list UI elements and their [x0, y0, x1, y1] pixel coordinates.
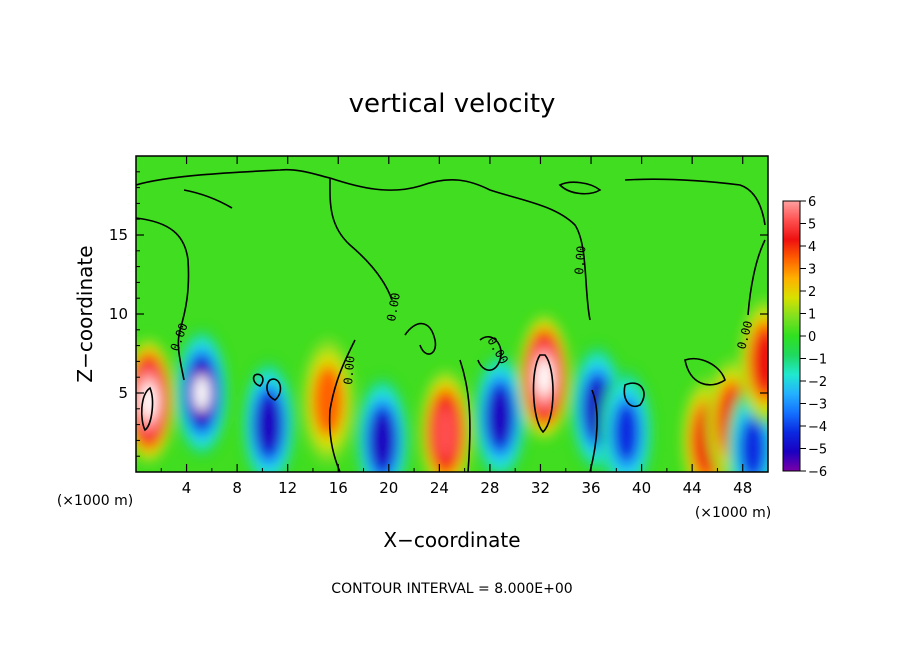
colorbar-tick-label: 1 — [808, 308, 816, 323]
colorbar-tick-label: 0 — [808, 330, 816, 345]
velocity-cell — [434, 406, 458, 459]
contour-line — [329, 177, 591, 321]
colorbar-tick-label: −2 — [808, 375, 827, 390]
velocity-cell — [613, 402, 640, 463]
colorbar-tick-label: 5 — [808, 218, 816, 233]
contour-line — [684, 358, 726, 386]
chart-title: vertical velocity — [349, 89, 556, 119]
velocity-cell — [371, 414, 394, 467]
colorbar-tick-label: −1 — [808, 353, 827, 368]
colorbar-tick-label: −6 — [808, 465, 827, 480]
y-axis-label: Z−coordinate — [73, 245, 97, 382]
velocity-cell — [740, 418, 766, 472]
y-tick-label: 5 — [118, 384, 128, 402]
x-unit-label-left: (×1000 m) — [57, 493, 133, 509]
x-axis-label: X−coordinate — [383, 528, 520, 552]
contour-line — [624, 178, 766, 226]
x-tick-label: 36 — [581, 479, 600, 497]
x-tick-label: 12 — [278, 479, 297, 497]
colorbar: 6 5 4 3 2 1 0 −1 −2 −3 −4 −5 −6 — [782, 195, 827, 480]
contour-line — [623, 382, 645, 407]
colorbar-tick-label: 4 — [808, 240, 816, 255]
contour-label: 0.00 — [384, 292, 403, 323]
x-axis: 4 8 12 16 20 24 28 32 36 40 44 48 — [160, 156, 752, 497]
x-tick-label: 4 — [182, 479, 192, 497]
y-axis: 5 10 15 — [109, 171, 768, 457]
contour-line — [266, 378, 282, 401]
colorbar-ticks: 6 5 4 3 2 1 0 −1 −2 −3 −4 −5 −6 — [800, 195, 827, 480]
x-tick-label: 16 — [329, 479, 348, 497]
colorbar-tick-label: −3 — [808, 398, 827, 413]
contour-line — [140, 386, 154, 432]
contour-line — [136, 217, 190, 381]
colorbar-tick-label: −4 — [808, 420, 827, 435]
contour-line — [477, 336, 502, 371]
plot-area: 0.00 0.00 0.00 0.00 0.00 0.00 — [136, 156, 768, 472]
x-tick-label: 40 — [632, 479, 651, 497]
colorbar-tick-label: 6 — [808, 195, 816, 210]
contour-interval-note: CONTOUR INTERVAL = 8.000E+00 — [331, 581, 572, 597]
x-tick-label: 20 — [379, 479, 398, 497]
contour-line — [532, 354, 554, 434]
x-unit-label-right: (×1000 m) — [695, 505, 771, 521]
colorbar-tick-label: 3 — [808, 263, 816, 278]
contour-line — [558, 181, 602, 195]
velocity-core — [536, 359, 553, 396]
velocity-cell — [752, 331, 768, 392]
x-tick-label: 24 — [430, 479, 449, 497]
x-tick-label: 44 — [683, 479, 702, 497]
colorbar-scale — [782, 200, 801, 472]
y-tick-label: 15 — [109, 226, 128, 244]
x-tick-label: 32 — [531, 479, 550, 497]
contour-line — [589, 389, 598, 472]
velocity-cell — [488, 390, 512, 444]
y-tick-label: 10 — [109, 305, 128, 323]
zero-contours — [136, 168, 766, 472]
x-tick-label: 8 — [232, 479, 242, 497]
x-tick-label: 28 — [480, 479, 499, 497]
contour-line — [404, 322, 437, 355]
x-tick-label: 48 — [733, 479, 752, 497]
contour-line — [183, 189, 233, 209]
contour-line — [459, 359, 471, 472]
colorbar-tick-label: −5 — [808, 443, 827, 458]
contour-label: 0.00 — [572, 245, 588, 275]
contour-line — [747, 239, 766, 316]
contour-line — [328, 339, 356, 472]
contour-line — [136, 168, 331, 186]
velocity-cell — [257, 398, 281, 451]
velocity-core — [193, 375, 210, 411]
colorbar-tick-label: 2 — [808, 285, 816, 300]
contour-line — [329, 177, 393, 301]
contour-label: 0.00 — [341, 355, 357, 385]
contour-line — [252, 373, 264, 387]
